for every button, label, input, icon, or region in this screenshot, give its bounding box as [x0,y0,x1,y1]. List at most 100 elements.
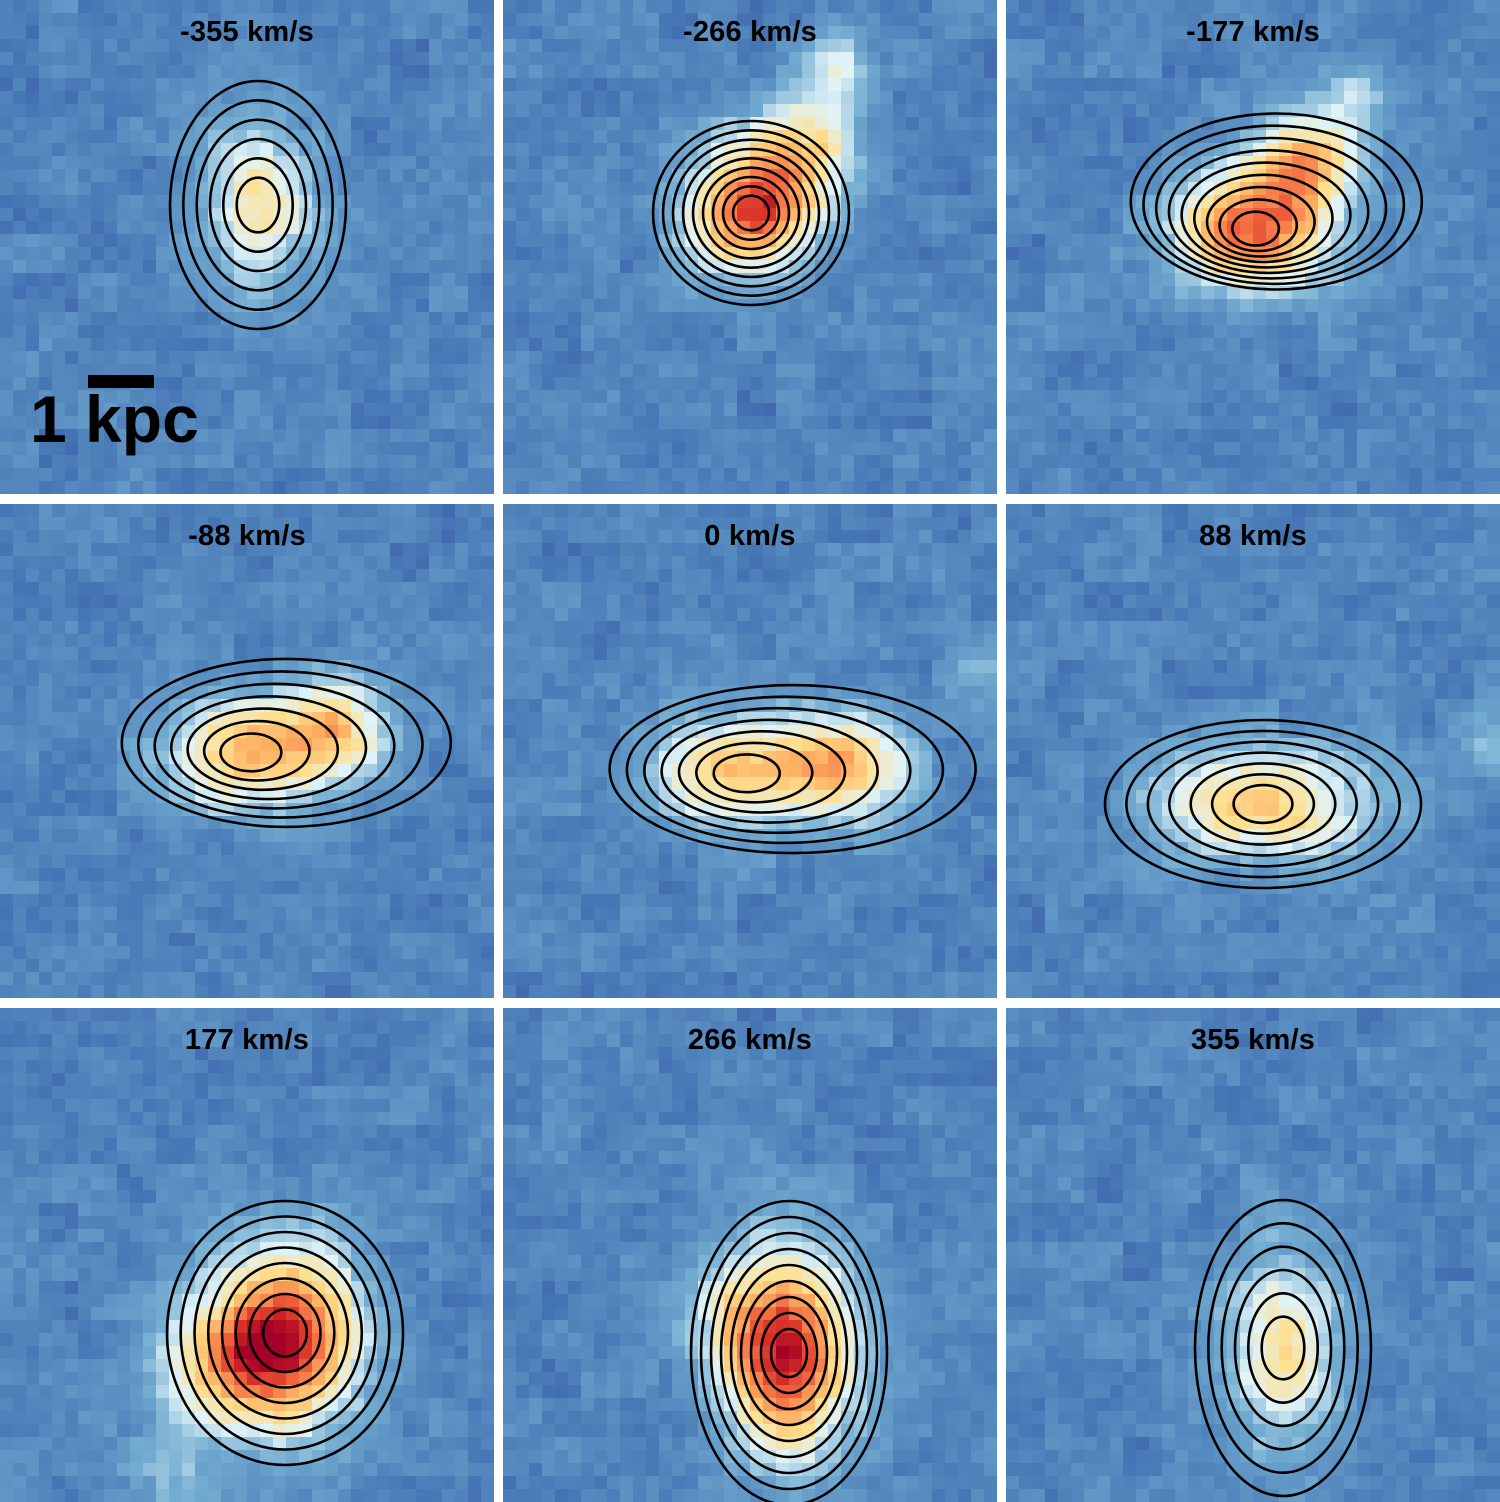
contour-lines [608,683,977,855]
velocity-label: -355 km/s [180,16,314,48]
contour-ring [671,138,831,288]
contour-ring [695,741,814,804]
contour-ring [169,694,368,801]
contour-ring [769,1327,809,1379]
contour-ring [1168,751,1358,857]
intensity-map [0,504,494,998]
contour-ring [739,1279,839,1427]
intensity-map [503,0,997,494]
contour-ring [608,683,977,855]
contour-ring [1103,718,1423,890]
contour-ring [721,185,781,242]
contour-ring [711,175,791,251]
pixel-grid [503,0,997,494]
contour-ring [202,719,311,782]
contour-ring [1129,112,1424,291]
contour-ring [153,682,396,810]
contour-lines [689,1199,889,1502]
contour-ring [136,670,424,819]
channel-panel: 355 km/s [1006,1008,1500,1502]
contour-ring [1231,210,1281,247]
contour-lines [120,657,453,829]
contour-ring [222,157,295,254]
pixel-grid [0,504,494,998]
scale-bar-label: 1 kpc [30,382,199,456]
velocity-label: -177 km/s [1186,16,1320,48]
contour-ring [712,753,781,794]
contour-ring [699,1215,879,1491]
contour-ring [1167,149,1370,275]
contour-ring [701,166,801,260]
contour-ring [1193,1198,1373,1498]
pixel-grid [0,0,494,494]
intensity-map [0,0,494,494]
velocity-label: 177 km/s [184,1024,310,1056]
contour-lines [1129,112,1424,291]
contour-ring [1260,1315,1306,1381]
contour-ring [235,176,281,234]
contour-ring [759,1311,819,1395]
contour-ring [1142,124,1406,286]
contour-ring [661,129,841,297]
contour-ring [1146,740,1380,868]
contour-ring [1207,1222,1359,1474]
contour-ring [1220,1245,1346,1451]
contour-ring [261,1308,309,1358]
contour-ring [1218,198,1299,253]
contour-ring [120,657,453,829]
contour-ring [206,1246,364,1420]
contour-ring [234,1277,336,1389]
contour-ring [729,1263,849,1443]
contour-ring [182,99,334,311]
contour-lines [165,1199,405,1467]
contour-lines [1103,718,1423,890]
contour-ring [1210,772,1316,835]
contour-ring [186,707,340,792]
contour-ring [1189,762,1337,846]
velocity-label: 0 km/s [704,520,796,552]
pixel-grid [1006,0,1500,494]
intensity-map [503,504,997,998]
contour-ring [1125,729,1401,879]
intensity-map [1006,0,1500,494]
contour-ring [248,1292,322,1374]
contour-ring [220,1261,350,1405]
contour-ring [731,194,771,232]
contour-lines [1193,1198,1373,1498]
velocity-label: 266 km/s [687,1024,813,1056]
contour-ring [1154,136,1388,280]
contour-ring [689,1199,889,1502]
contour-ring [709,1231,869,1475]
contour-ring [719,1247,859,1459]
intensity-map [1006,1008,1500,1502]
channel-panel: -177 km/s [1006,0,1500,494]
contour-ring [168,79,348,331]
pixel-grid [503,1008,997,1502]
pixel-grid [1006,504,1500,998]
contour-ring [193,1230,377,1436]
contour-ring [1205,185,1316,258]
contour-ring [642,706,912,835]
velocity-label: 355 km/s [1190,1024,1316,1056]
velocity-label: -266 km/s [683,16,817,48]
contour-ring [1247,1291,1320,1404]
contour-ring [179,1215,391,1451]
contour-ring [165,1199,405,1467]
contour-lines [168,79,348,331]
velocity-label: -88 km/s [188,520,306,552]
pixel-grid [0,1008,494,1502]
channel-panel: 88 km/s [1006,504,1500,998]
contour-lines [651,119,851,307]
intensity-map [1006,504,1500,998]
intensity-map [503,1008,997,1502]
channel-panel: -88 km/s [0,504,494,998]
contour-ring [195,118,321,292]
contour-ring [208,137,308,273]
scale-bar [88,375,154,388]
contour-ring [219,732,283,773]
channel-panel: 177 km/s [0,1008,494,1502]
contour-ring [1180,161,1352,269]
contour-ring [1233,1268,1333,1428]
intensity-map [0,1008,494,1502]
